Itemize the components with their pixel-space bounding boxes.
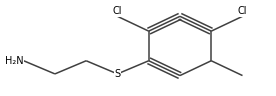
Text: H₂N: H₂N [5,56,24,66]
Text: Cl: Cl [238,6,247,16]
Text: S: S [114,69,121,79]
Text: Cl: Cl [113,6,122,16]
